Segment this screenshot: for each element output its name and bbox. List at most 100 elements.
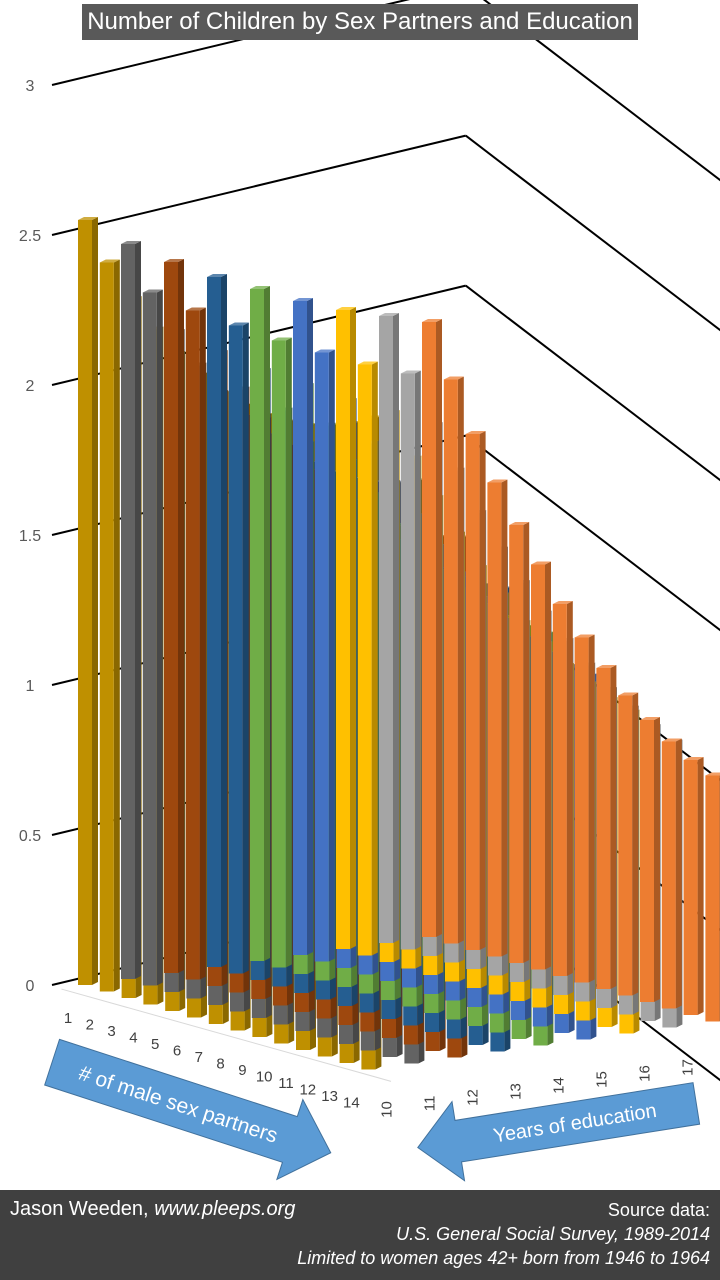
bar-side: [328, 349, 335, 962]
author-credit: Jason Weeden, www.pleeps.org: [10, 1198, 295, 1221]
bar: [705, 772, 720, 1022]
bar-front: [357, 364, 372, 956]
bar-side: [436, 319, 442, 937]
bar-side: [501, 479, 508, 957]
bar-side: [371, 361, 378, 956]
bar-side: [588, 634, 595, 983]
bar-top: [164, 259, 184, 262]
bar-side: [242, 322, 249, 974]
bar: [314, 349, 335, 962]
depth-tick-label: 14: [550, 1077, 567, 1094]
bar-front: [250, 289, 264, 961]
x-tick-label: 1: [64, 1010, 72, 1027]
bar-side: [199, 307, 206, 980]
bar-side: [566, 601, 573, 976]
bar-top: [271, 337, 292, 341]
bar-side: [156, 289, 163, 986]
bar-side: [523, 522, 530, 963]
bar: [99, 259, 120, 992]
x-tick-label: 8: [216, 1056, 224, 1073]
bar: [357, 361, 378, 956]
author-name: Jason Weeden,: [10, 1198, 149, 1220]
education-arrow-shape: [417, 1082, 701, 1182]
bar: [336, 307, 356, 949]
depth-tick-label: 17: [679, 1059, 696, 1076]
chart-title: Number of Children by Sex Partners and E…: [82, 4, 638, 40]
x-tick-label: 12: [299, 1082, 316, 1099]
x-tick-label: 3: [107, 1023, 115, 1040]
gridline-left: [51, 134, 466, 236]
bar-side: [285, 337, 292, 968]
bar-front: [574, 637, 589, 983]
bar: [640, 717, 660, 1002]
z-tick-label: 0.5: [19, 828, 41, 845]
depth-tick-label: 16: [636, 1065, 653, 1082]
bar-front: [314, 352, 329, 962]
bar-side: [350, 307, 356, 949]
bar: [293, 298, 313, 955]
bar: [164, 259, 184, 973]
bar-top: [683, 757, 704, 760]
bar: [465, 431, 486, 950]
z-tick-label: 2.5: [19, 228, 41, 245]
bar-side: [393, 313, 399, 943]
x-tick-label: 4: [129, 1030, 137, 1047]
bar-side: [113, 259, 120, 992]
bar-top: [78, 217, 98, 220]
bar-side: [632, 692, 639, 996]
bar-top: [228, 322, 249, 326]
bar-top: [142, 289, 163, 293]
bar-side: [178, 259, 184, 973]
bar-top: [207, 274, 227, 277]
bar: [443, 376, 464, 944]
bar-top: [336, 307, 356, 310]
bar-top: [185, 307, 206, 311]
bar-front: [293, 301, 307, 955]
bar-side: [457, 376, 464, 944]
bar-top: [400, 370, 421, 374]
bar: [552, 601, 573, 976]
bar: [509, 522, 530, 963]
bar-side: [92, 217, 98, 985]
bar-top: [314, 349, 335, 353]
bar-top: [531, 561, 551, 565]
floor-edge: [61, 988, 392, 1082]
bar-top: [705, 772, 720, 776]
partners-arrow-shape: [44, 1038, 332, 1181]
bar-front: [121, 244, 135, 979]
bar-front: [185, 310, 200, 980]
bar-top: [661, 738, 682, 742]
depth-tick-label: 13: [507, 1083, 524, 1100]
bar-top: [552, 601, 573, 604]
bar-front: [596, 668, 611, 989]
bars: [61, 217, 720, 1082]
bar-front: [99, 262, 114, 992]
bar-top: [596, 665, 617, 668]
bar-front: [509, 525, 524, 963]
bar: [78, 217, 98, 985]
bar-front: [164, 262, 178, 973]
depth-tick-label: 12: [464, 1089, 481, 1106]
bar-front: [336, 310, 350, 949]
source-label: Source data:: [607, 1200, 710, 1220]
z-tick-label: 1.5: [19, 528, 41, 545]
x-axis-tick-labels: 1 2 3 4 5 6 7 8 9 10 11 12 13 14: [64, 1010, 360, 1112]
bar-top: [422, 319, 442, 322]
bar: [185, 307, 206, 980]
bar-front: [422, 322, 436, 937]
bar-top: [443, 376, 464, 380]
bar: [487, 479, 508, 957]
bar-top: [250, 286, 270, 289]
bar-front: [142, 292, 157, 986]
bar: [250, 286, 270, 961]
bar-front: [400, 373, 415, 950]
bar-top: [357, 361, 378, 365]
bar-front: [705, 775, 720, 1022]
bar-front: [228, 325, 243, 974]
gridline-right: [465, 134, 720, 332]
bar-top: [99, 259, 120, 263]
bar-front: [552, 604, 567, 976]
source-note: Source data: U.S. General Social Survey,…: [297, 1198, 710, 1270]
x-tick-label: 9: [238, 1062, 246, 1079]
